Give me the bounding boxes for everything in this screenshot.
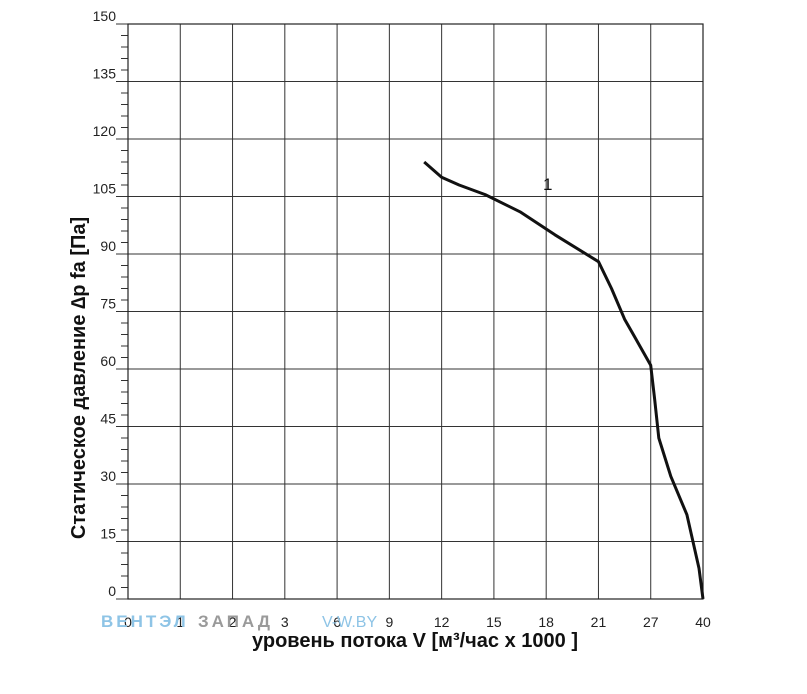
y-tick-label: 120 — [93, 123, 117, 139]
x-tick-label: 9 — [385, 614, 393, 630]
x-tick-label: 15 — [486, 614, 502, 630]
gridlines — [127, 23, 704, 600]
y-tick-label: 60 — [100, 353, 116, 369]
y-tick-label: 75 — [100, 296, 116, 312]
x-tick-labels: 0 1 2 3 6 9 12 15 18 21 27 40 — [124, 614, 711, 630]
y-tick-label: 90 — [100, 238, 116, 254]
y-tick-label: 0 — [108, 583, 116, 599]
x-tick-label: 1 — [176, 614, 184, 630]
minor-ticks — [116, 23, 128, 600]
plot-border — [127, 23, 704, 600]
y-tick-label: 105 — [93, 181, 117, 197]
x-tick-label: 40 — [695, 614, 711, 630]
watermark-part2: ЗАПАД — [198, 612, 273, 631]
x-axis-title: уровень потока V [м³/час х 1000 ] — [252, 630, 578, 652]
y-tick-label: 150 — [93, 8, 117, 24]
y-tick-label: 135 — [93, 66, 117, 82]
y-tick-labels: 0 15 30 45 60 75 90 105 120 135 150 — [93, 8, 117, 599]
series-label: 1 — [543, 175, 552, 194]
y-tick-label: 30 — [100, 468, 116, 484]
x-tick-label: 2 — [229, 614, 237, 630]
y-tick-label: 15 — [100, 526, 116, 542]
watermark-part1: ВЕНТЭЛ — [101, 612, 189, 631]
y-axis-title: Статическое давление ∆p fa [Па] — [68, 217, 90, 539]
watermark-part3: V-W.BY — [322, 614, 377, 631]
x-tick-label: 3 — [281, 614, 289, 630]
series-line — [423, 160, 705, 600]
x-tick-label: 18 — [538, 614, 554, 630]
plot-frame — [127, 23, 704, 600]
x-tick-label: 12 — [434, 614, 450, 630]
x-tick-label: 0 — [124, 614, 132, 630]
x-tick-label: 21 — [591, 614, 607, 630]
y-tick-label: 45 — [100, 411, 116, 427]
x-tick-label: 27 — [643, 614, 659, 630]
watermark: ВЕНТЭЛ ЗАПАД V-W.BY — [101, 612, 377, 631]
series-layer — [423, 160, 705, 600]
x-tick-label: 6 — [333, 614, 341, 630]
